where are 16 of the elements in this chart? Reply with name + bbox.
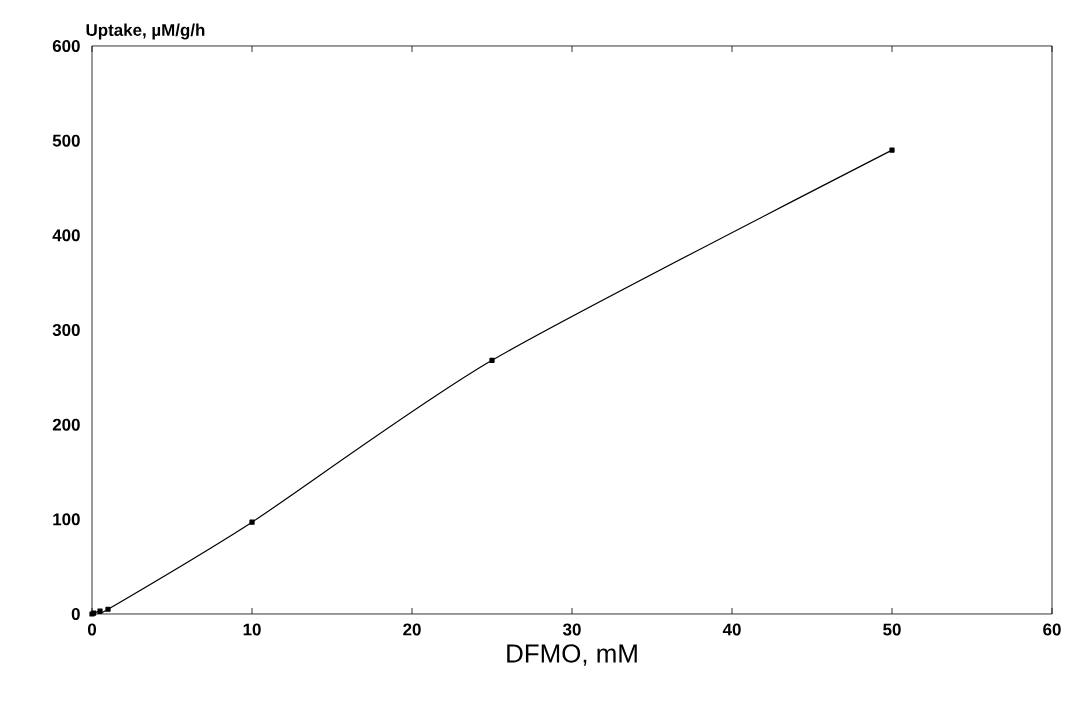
- x-tick-label: 60: [1043, 623, 1061, 636]
- y-tick-label: 300: [52, 323, 80, 336]
- y-tick-label: 200: [52, 418, 80, 431]
- y-tick-label: 500: [52, 134, 80, 147]
- y-tick-label: 0: [71, 607, 80, 620]
- x-tick-label: 50: [883, 623, 901, 636]
- x-tick-label: 40: [722, 623, 741, 636]
- x-axis-title: DFMO, mM: [507, 644, 637, 666]
- x-tick-label: 30: [562, 623, 581, 636]
- x-tick-label: 20: [403, 623, 421, 636]
- y-axis-title: Uptake, µM/g/h: [86, 23, 205, 40]
- y-tick-label: 400: [52, 229, 80, 242]
- x-tick-label: 10: [243, 623, 261, 636]
- y-tick-label: 600: [52, 39, 80, 52]
- y-tick-label: 100: [53, 513, 80, 526]
- x-tick-label: 0: [87, 623, 97, 636]
